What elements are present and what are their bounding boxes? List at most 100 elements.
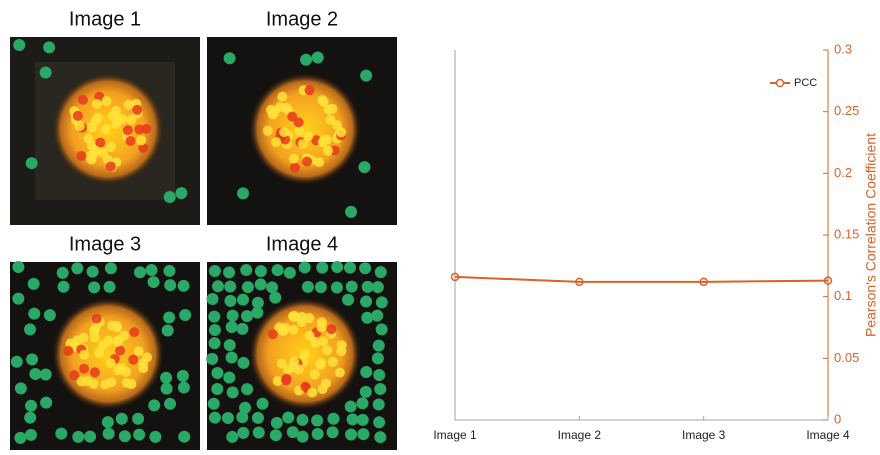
- green-dot: [40, 67, 52, 79]
- cell-dot: [90, 367, 100, 377]
- green-dot: [72, 431, 84, 443]
- green-dot: [236, 323, 248, 335]
- cell-dot: [128, 355, 138, 365]
- green-dot: [160, 372, 172, 384]
- green-dot: [331, 261, 343, 273]
- green-dot: [315, 281, 327, 293]
- green-dot: [251, 307, 263, 319]
- green-dot: [28, 308, 40, 320]
- green-dot: [208, 398, 220, 410]
- cell-dot: [134, 346, 144, 356]
- green-dot: [206, 353, 218, 365]
- green-dot: [105, 262, 117, 274]
- green-dot: [13, 39, 25, 51]
- green-dot: [312, 428, 324, 440]
- green-dot: [84, 431, 96, 443]
- cell-dot: [268, 109, 278, 119]
- green-dot: [116, 413, 128, 425]
- legend-marker: [777, 80, 784, 87]
- cell-dot: [336, 127, 346, 137]
- green-dot: [58, 281, 70, 293]
- green-dot: [119, 430, 131, 442]
- cell-dot: [271, 137, 281, 147]
- cell-dot: [290, 163, 300, 173]
- green-dot: [148, 399, 160, 411]
- cell-dot: [83, 133, 93, 143]
- green-dot: [237, 294, 249, 306]
- green-dot: [163, 265, 175, 277]
- green-dot: [284, 267, 296, 279]
- green-dot: [40, 369, 52, 381]
- x-tick-label: Image 3: [682, 428, 726, 442]
- cell-dot: [76, 151, 86, 161]
- green-dot: [374, 383, 386, 395]
- green-dot: [87, 266, 99, 278]
- green-dot: [357, 414, 369, 426]
- cell-dot: [73, 111, 83, 121]
- green-dot: [11, 356, 23, 368]
- green-dot: [207, 293, 219, 305]
- green-dot: [177, 370, 189, 382]
- green-dot: [360, 70, 372, 82]
- cell-dot: [321, 379, 331, 389]
- cell-dot: [316, 358, 326, 368]
- cell-dot: [138, 363, 148, 373]
- green-dot: [161, 383, 173, 395]
- green-dot: [28, 278, 40, 290]
- green-dot: [358, 161, 370, 173]
- cell-dot: [132, 105, 142, 115]
- green-dot: [179, 309, 191, 321]
- green-dot: [164, 398, 176, 410]
- green-dot: [241, 310, 253, 322]
- figure: Image 1Image 2Image 3Image 4 00.050.10.1…: [0, 0, 880, 450]
- green-dot: [376, 296, 388, 308]
- green-dot: [240, 264, 252, 276]
- cell-dot: [117, 114, 127, 124]
- cell-dot: [90, 324, 100, 334]
- green-dot: [149, 431, 161, 443]
- green-dot: [372, 281, 384, 293]
- green-dot: [357, 428, 369, 440]
- cell-dot: [323, 146, 333, 156]
- cell-dot: [75, 121, 85, 131]
- cell-dot: [119, 331, 129, 341]
- cell-dot: [317, 95, 327, 105]
- cell-dot: [78, 95, 88, 105]
- cell-dot: [307, 388, 317, 398]
- green-dot: [371, 310, 383, 322]
- green-dot: [88, 281, 100, 293]
- green-dot: [211, 383, 223, 395]
- cell-dot: [92, 314, 102, 324]
- cell-dot: [92, 99, 102, 109]
- green-dot: [71, 262, 83, 274]
- green-dot: [40, 397, 52, 409]
- legend-label: PCC: [794, 77, 817, 89]
- cell-dot: [106, 358, 116, 368]
- green-dot: [146, 264, 158, 276]
- cell-dot: [316, 322, 326, 332]
- cell-dot: [89, 379, 99, 389]
- green-dot: [175, 187, 187, 199]
- green-dot: [26, 157, 38, 169]
- y2-tick-label: 0.05: [834, 350, 859, 365]
- green-dot: [25, 400, 37, 412]
- y2-tick-label: 0.2: [834, 165, 852, 180]
- green-dot: [345, 206, 357, 218]
- green-dot: [24, 412, 36, 424]
- cell-dot: [279, 127, 289, 137]
- cell-dot: [289, 325, 299, 335]
- green-dot: [134, 266, 146, 278]
- green-dot: [25, 429, 37, 441]
- green-dot: [360, 366, 372, 378]
- y2-tick-label: 0.15: [834, 226, 859, 241]
- green-dot: [345, 428, 357, 440]
- cell-dot: [79, 364, 89, 374]
- cell-dot: [101, 96, 111, 106]
- green-dot: [373, 340, 385, 352]
- green-dot: [222, 412, 234, 424]
- cell-dot: [142, 352, 152, 362]
- cell-dot: [310, 338, 320, 348]
- cell-dot: [100, 379, 110, 389]
- y2-tick-label: 0: [834, 411, 841, 426]
- green-dot: [297, 431, 309, 443]
